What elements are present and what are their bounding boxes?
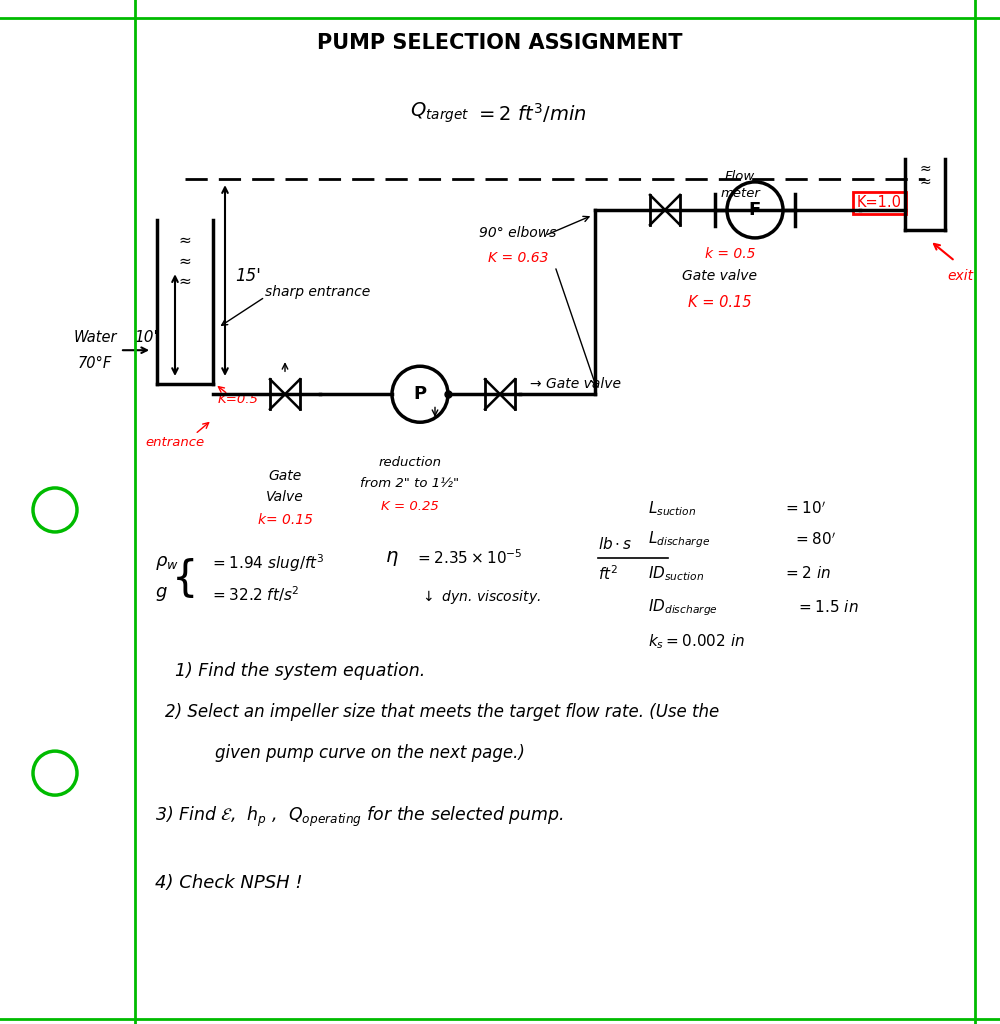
Text: K=0.5: K=0.5 <box>218 393 259 406</box>
Text: Gate: Gate <box>268 469 302 483</box>
Text: 90° elbows: 90° elbows <box>479 226 557 241</box>
Text: $\eta$: $\eta$ <box>385 549 399 567</box>
Text: $\downarrow$ dyn. viscosity.: $\downarrow$ dyn. viscosity. <box>420 588 541 606</box>
Text: reduction: reduction <box>378 457 442 469</box>
Text: 2) Select an impeller size that meets the target flow rate. (Use the: 2) Select an impeller size that meets th… <box>165 702 719 721</box>
Text: ≈: ≈ <box>179 254 191 268</box>
Text: ≈: ≈ <box>179 233 191 248</box>
Text: $L_{discharge}$: $L_{discharge}$ <box>648 529 710 550</box>
Text: $= 1.5\ in$: $= 1.5\ in$ <box>796 599 859 615</box>
Text: P: P <box>413 385 427 403</box>
Text: K = 0.25: K = 0.25 <box>381 501 439 513</box>
Text: ≈: ≈ <box>179 274 191 289</box>
Text: ≈: ≈ <box>919 175 931 189</box>
Text: Water: Water <box>73 331 117 345</box>
Text: Valve: Valve <box>266 489 304 504</box>
Text: entrance: entrance <box>145 436 205 449</box>
Text: from 2" to 1½": from 2" to 1½" <box>360 477 460 489</box>
Text: K = 0.15: K = 0.15 <box>688 295 752 309</box>
Text: Flow: Flow <box>725 170 755 182</box>
Text: $g$: $g$ <box>155 585 168 603</box>
Text: sharp entrance: sharp entrance <box>265 285 370 299</box>
Text: $ft^2$: $ft^2$ <box>598 564 618 584</box>
Text: meter: meter <box>720 187 760 200</box>
Text: $k_s = 0.002\ in$: $k_s = 0.002\ in$ <box>648 633 745 651</box>
Text: given pump curve on the next page.): given pump curve on the next page.) <box>215 743 525 762</box>
Text: exit: exit <box>947 269 973 284</box>
Text: → Gate valve: → Gate valve <box>530 377 621 391</box>
Text: $= 2\ ft^3/min$: $= 2\ ft^3/min$ <box>475 100 587 125</box>
Text: 10': 10' <box>134 331 158 345</box>
Text: 70°F: 70°F <box>78 356 112 371</box>
Text: $L_{suction}$: $L_{suction}$ <box>648 500 696 518</box>
Text: K = 0.63: K = 0.63 <box>488 251 548 265</box>
Text: $\rho_w$: $\rho_w$ <box>155 554 179 572</box>
Text: $= 2\ in$: $= 2\ in$ <box>783 565 831 582</box>
Text: 4) Check NPSH !: 4) Check NPSH ! <box>155 873 303 892</box>
Text: $ID_{discharge}$: $ID_{discharge}$ <box>648 597 718 617</box>
Text: ≈: ≈ <box>919 162 931 176</box>
Text: $ID_{suction}$: $ID_{suction}$ <box>648 564 704 583</box>
Text: $= 80'$: $= 80'$ <box>793 531 836 548</box>
Text: {: { <box>172 557 198 600</box>
Text: $= 10'$: $= 10'$ <box>783 501 826 517</box>
Text: F: F <box>749 201 761 219</box>
Text: k = 0.5: k = 0.5 <box>705 247 755 261</box>
Text: $Q_{target}$: $Q_{target}$ <box>410 100 470 125</box>
Text: $= 2.35 \times 10^{-5}$: $= 2.35 \times 10^{-5}$ <box>415 549 523 567</box>
Text: $= 32.2\ ft/s^2$: $= 32.2\ ft/s^2$ <box>210 584 300 604</box>
Text: PUMP SELECTION ASSIGNMENT: PUMP SELECTION ASSIGNMENT <box>317 33 683 53</box>
Text: K=1.0: K=1.0 <box>857 196 902 210</box>
Text: 15': 15' <box>235 267 261 286</box>
Text: k= 0.15: k= 0.15 <box>258 513 312 527</box>
Text: Gate valve: Gate valve <box>682 269 758 284</box>
Text: 1) Find the system equation.: 1) Find the system equation. <box>175 662 425 680</box>
Text: 3) Find $\mathcal{E}$,  $h_p$ ,  $Q_{operating}$ for the selected pump.: 3) Find $\mathcal{E}$, $h_p$ , $Q_{opera… <box>155 805 564 829</box>
Text: $= 1.94\ slug/ft^3$: $= 1.94\ slug/ft^3$ <box>210 552 325 574</box>
Text: $lb \cdot s$: $lb \cdot s$ <box>598 537 632 552</box>
